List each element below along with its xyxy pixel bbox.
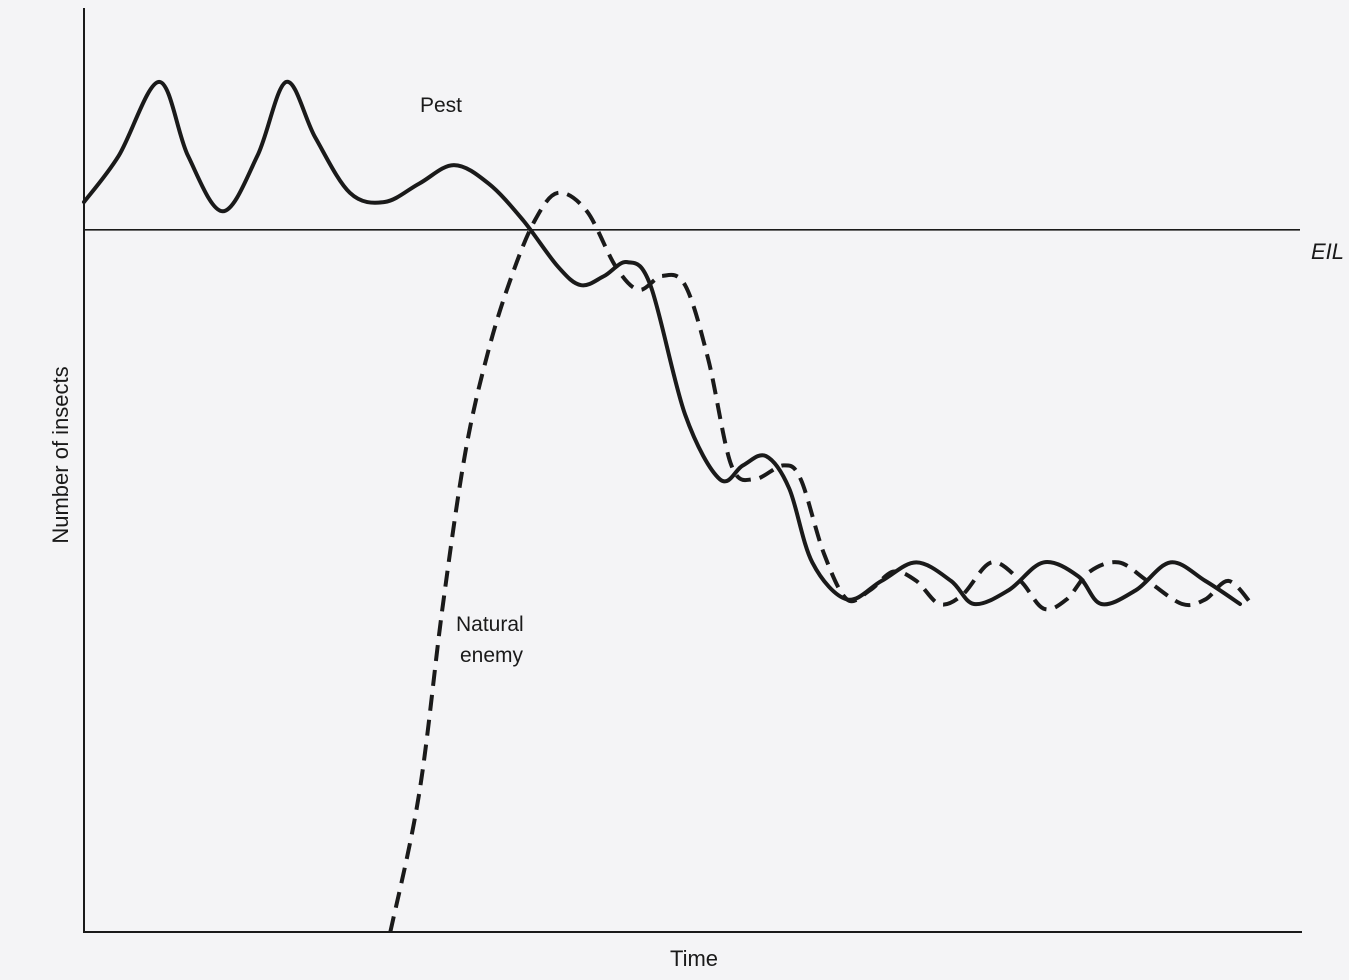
eil-label: EIL — [1311, 239, 1344, 264]
series-line-pest — [82, 79, 1242, 607]
natural-enemy-label-line2: enemy — [460, 644, 524, 667]
pest-label: Pest — [420, 94, 462, 117]
natural-enemy-label-line1: Natural — [456, 613, 524, 636]
series-line-natural-enemy — [388, 190, 1254, 933]
y-axis-label: Number of insects — [48, 366, 73, 543]
x-axis-label: Time — [670, 946, 718, 971]
